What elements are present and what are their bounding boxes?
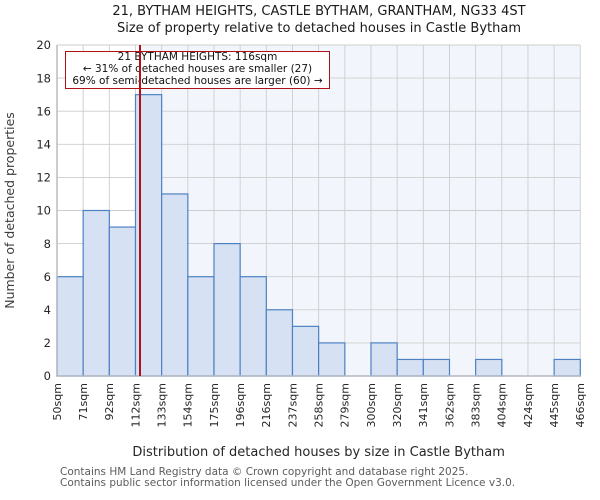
- histogram-bar: [318, 342, 346, 377]
- x-tick-label: 279sqm: [339, 383, 352, 427]
- y-tick-label: 16: [36, 104, 51, 118]
- y-axis-title: Number of detached properties: [2, 112, 17, 309]
- x-tick-label: 112sqm: [129, 383, 142, 427]
- histogram-bar: [370, 342, 398, 377]
- x-tick-label: 341sqm: [417, 383, 430, 427]
- y-tick-label: 20: [36, 38, 51, 52]
- histogram-bar: [187, 276, 215, 377]
- x-tick-label: 258sqm: [312, 383, 325, 427]
- footer-hm-land-registry: Contains HM Land Registry data © Crown c…: [60, 466, 469, 478]
- x-tick-label: 300sqm: [365, 383, 378, 427]
- y-tick-label: 6: [44, 270, 51, 284]
- x-tick-label: 237sqm: [286, 383, 299, 427]
- histogram-bar: [422, 358, 451, 377]
- annotation-larger-stat: 69% of semi-detached houses are larger (…: [72, 74, 323, 87]
- x-tick-label: 216sqm: [260, 383, 273, 427]
- histogram-bar: [396, 358, 424, 377]
- x-tick-label: 466sqm: [574, 383, 587, 427]
- x-axis-title: Distribution of detached houses by size …: [132, 445, 504, 460]
- histogram-bar: [161, 193, 189, 377]
- y-tick-label: 4: [44, 303, 51, 317]
- histogram-bar: [291, 325, 320, 377]
- y-tick-label: 18: [36, 71, 51, 85]
- y-tick-label: 0: [44, 369, 51, 383]
- annotation-smaller-stat: ← 31% of detached houses are smaller (27…: [82, 63, 313, 76]
- y-tick-label: 14: [36, 138, 51, 152]
- footer-ogl-licence: Contains public sector information licen…: [60, 477, 516, 489]
- x-tick-label: 362sqm: [443, 383, 456, 427]
- x-tick-label: 154sqm: [182, 383, 195, 427]
- histogram-bar: [265, 309, 294, 377]
- histogram-bar: [475, 358, 503, 377]
- chart-title: 21, BYTHAM HEIGHTS, CASTLE BYTHAM, GRANT…: [112, 4, 526, 19]
- y-tick-label: 2: [44, 336, 51, 350]
- x-tick-label: 383sqm: [469, 383, 482, 427]
- annotation-property-size: 21 BYTHAM HEIGHTS: 116sqm: [117, 51, 278, 64]
- histogram-bar: [56, 276, 84, 377]
- annotation-box: 21 BYTHAM HEIGHTS: 116sqm ← 31% of detac…: [65, 51, 330, 89]
- histogram-bar: [213, 243, 241, 377]
- y-tick-label: 10: [36, 204, 51, 218]
- x-tick-label: 92sqm: [103, 383, 116, 420]
- x-tick-label: 50sqm: [51, 383, 64, 420]
- x-tick-label: 424sqm: [522, 383, 535, 427]
- histogram-bar: [239, 276, 267, 377]
- x-tick-label: 404sqm: [496, 383, 509, 427]
- chart-subtitle: Size of property relative to detached ho…: [116, 21, 522, 36]
- x-tick-label: 133sqm: [155, 383, 168, 427]
- histogram-bar: [82, 209, 110, 377]
- x-tick-label: 196sqm: [234, 383, 247, 427]
- x-tick-label: 320sqm: [391, 383, 404, 427]
- histogram-bar: [553, 358, 581, 377]
- x-tick-label: 445sqm: [548, 383, 561, 427]
- x-tick-label: 175sqm: [208, 383, 221, 427]
- property-size-marker-line: [139, 45, 141, 376]
- y-tick-label: 12: [36, 171, 51, 185]
- x-tick-label: 71sqm: [77, 383, 90, 420]
- y-tick-label: 8: [44, 237, 51, 251]
- histogram-bar: [108, 226, 137, 377]
